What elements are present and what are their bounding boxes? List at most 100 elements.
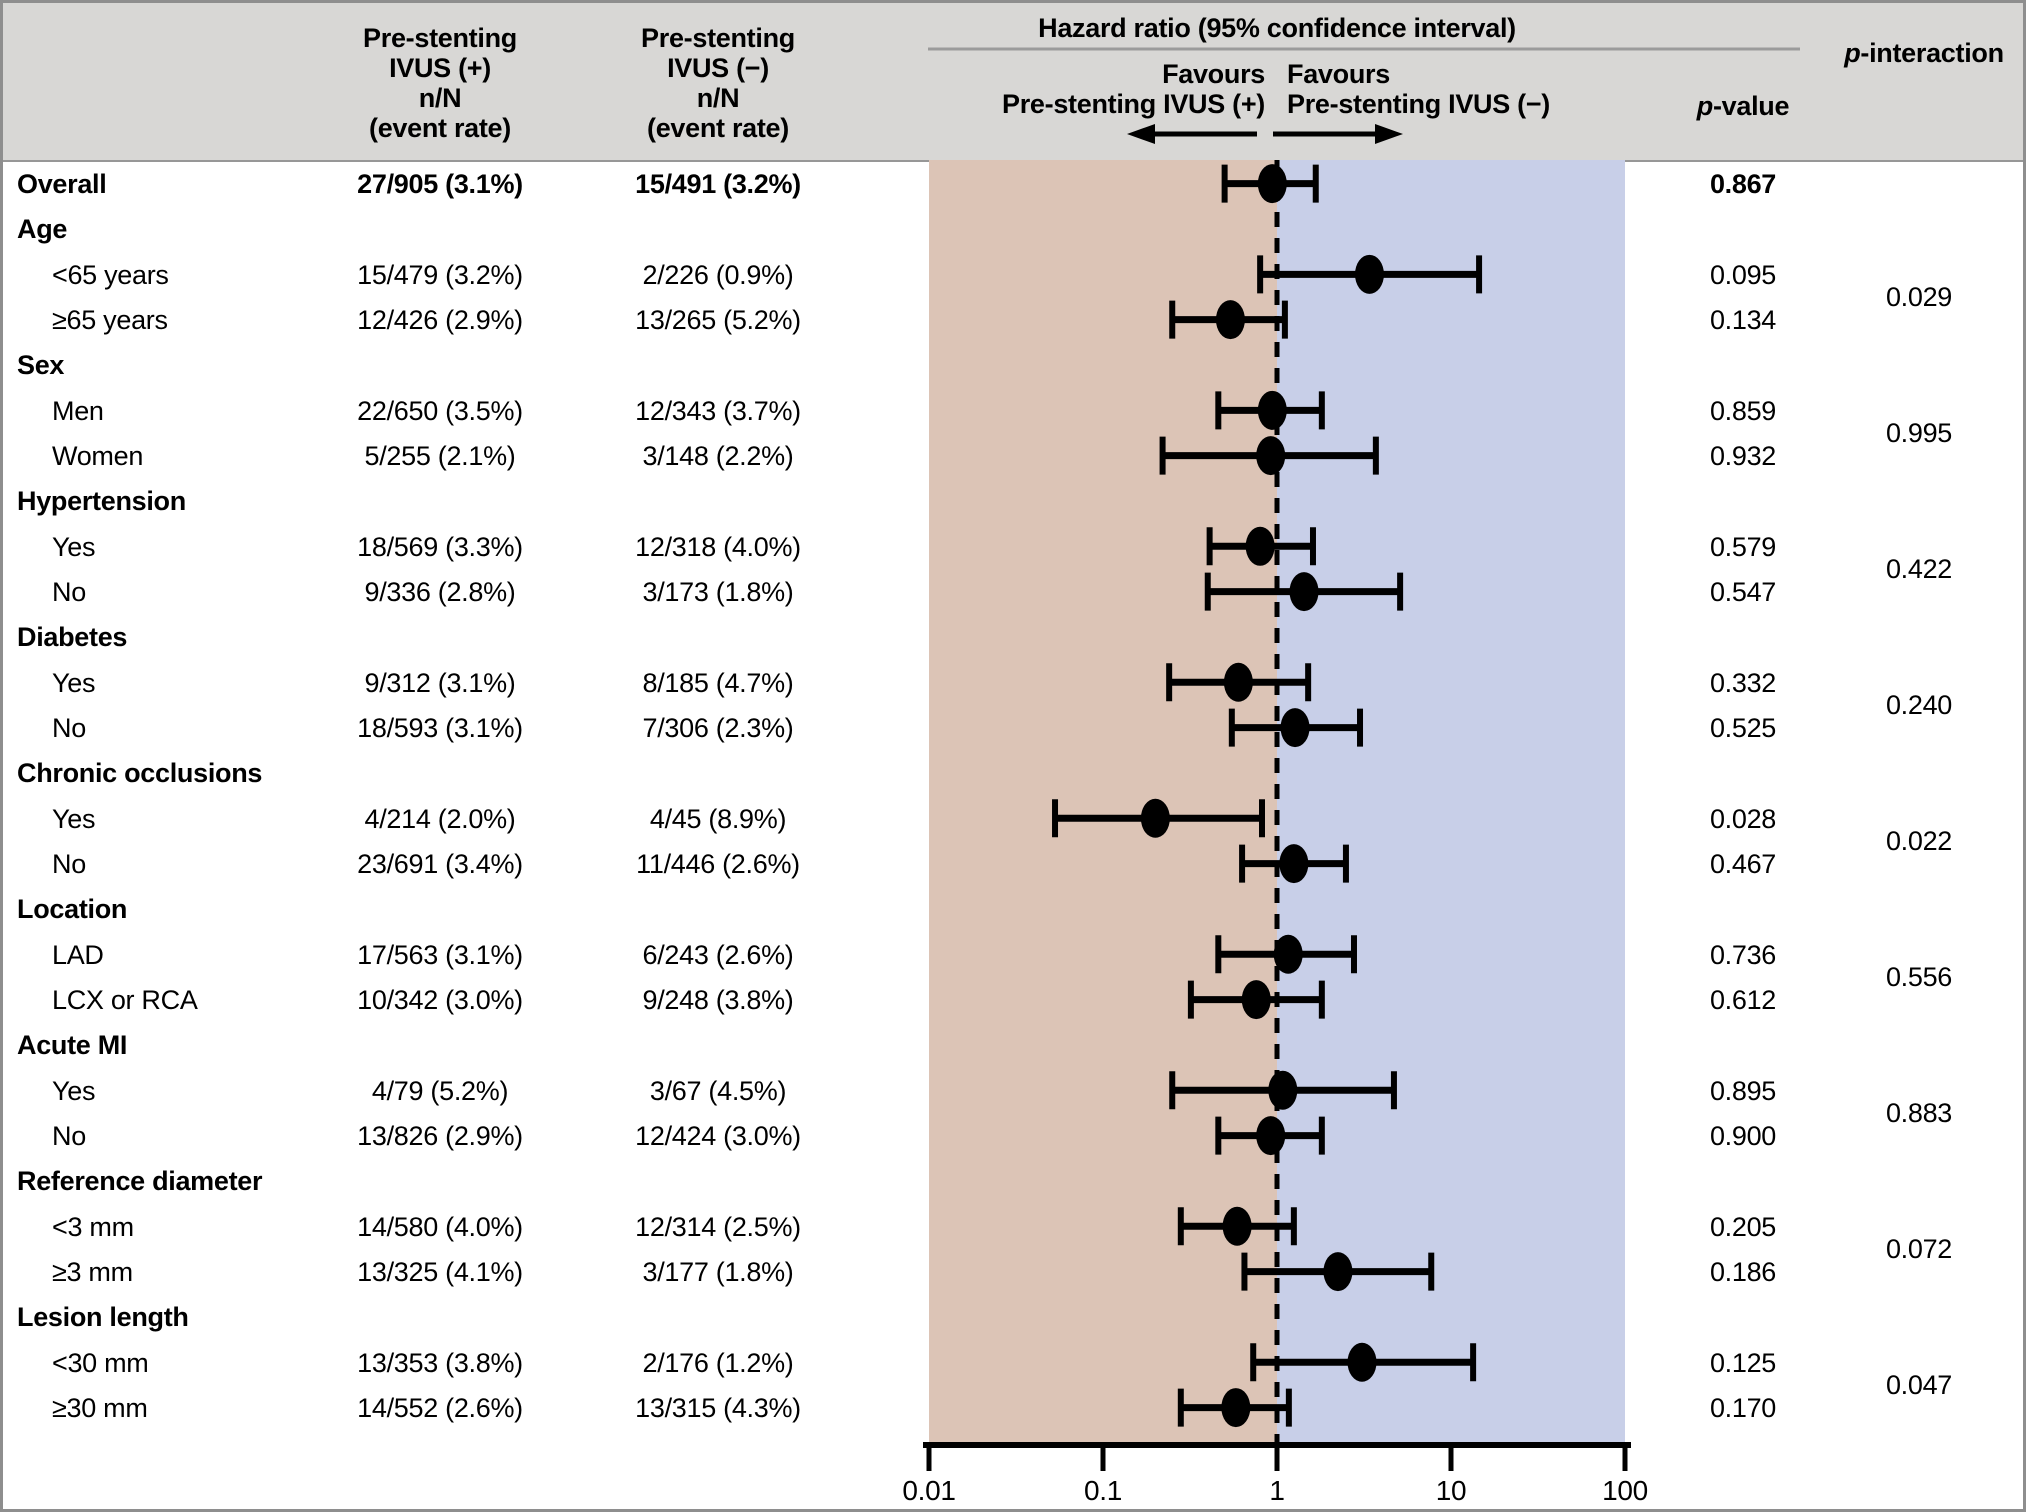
ivus-positive-value: 23/691 (3.4%): [357, 848, 523, 879]
ivus-positive-value: 13/325 (4.1%): [357, 1256, 523, 1287]
ivus-positive-value: 27/905 (3.1%): [357, 169, 523, 199]
ivus-negative-value: 3/148 (2.2%): [642, 440, 794, 471]
error-bar-yes: [1052, 798, 1266, 838]
p-value: 0.134: [1709, 304, 1777, 335]
axis-tick-label-1: 1: [1269, 1475, 1285, 1506]
ivus-negative-value: 3/67 (4.5%): [649, 1075, 787, 1106]
p-value: 0.579: [1709, 531, 1777, 562]
ivus-negative-value: 6/243 (2.6%): [642, 939, 794, 970]
p-value-column-header: p-value: [1696, 91, 1790, 121]
p-value: 0.095: [1709, 259, 1777, 290]
ivus-negative-value: 13/265 (5.2%): [635, 304, 801, 335]
ivus-positive-value: 9/312 (3.1%): [364, 667, 516, 698]
p-value: 0.900: [1709, 1120, 1777, 1151]
error-bar-no: [1228, 708, 1364, 748]
ivus-negative-value: 3/177 (1.8%): [642, 1256, 794, 1287]
error-bar-lcx-or-rca: [1187, 980, 1325, 1020]
column-header-ivus-negative: Pre-stenting IVUS (−) n/N (event rate): [641, 23, 795, 143]
p-interaction-value-location: 0.556: [1885, 961, 1953, 992]
p-interaction-value-age: 0.029: [1885, 281, 1953, 312]
row-label-no: No: [52, 576, 86, 607]
ivus-negative-value: 8/185 (4.7%): [642, 667, 794, 698]
row-label-yes: Yes: [52, 531, 96, 562]
error-bar-no: [1215, 1116, 1325, 1156]
ivus-negative-value: 11/446 (2.6%): [636, 848, 800, 879]
row-label-lesion-length: Lesion length: [17, 1302, 189, 1333]
p-interaction-value-acute-mi: 0.883: [1885, 1097, 1953, 1128]
row-label--65-years: ≥65 years: [52, 304, 168, 335]
error-bar--3-mm: [1241, 1252, 1435, 1292]
p-value: 0.547: [1709, 576, 1777, 607]
favours-left-shaded-region: [929, 160, 1277, 1445]
ivus-positive-value: 13/826 (2.9%): [357, 1120, 523, 1151]
row-label-reference-diameter: Reference diameter: [17, 1166, 263, 1197]
p-value: 0.612: [1709, 984, 1777, 1015]
row-label-age: Age: [17, 214, 68, 245]
p-interaction-value-lesion-length: 0.047: [1885, 1369, 1953, 1400]
error-bar--30-mm: [1177, 1388, 1292, 1428]
row-label-sex: Sex: [17, 350, 65, 381]
p-value: 0.125: [1709, 1347, 1777, 1378]
error-bar--30-mm: [1250, 1342, 1477, 1382]
ivus-negative-value: 7/306 (2.3%): [642, 712, 794, 743]
favours-right-arrow: [1273, 124, 1403, 144]
p-value: 0.859: [1709, 395, 1777, 426]
error-bar--65-years: [1169, 300, 1288, 340]
error-bar-yes: [1169, 1070, 1397, 1110]
row-label-lad: LAD: [52, 939, 104, 970]
ivus-positive-value: 14/552 (2.6%): [357, 1392, 523, 1423]
ivus-positive-value: 10/342 (3.0%): [357, 984, 523, 1015]
error-bar--3-mm: [1177, 1206, 1297, 1246]
row-label-women: Women: [52, 440, 144, 471]
ivus-positive-value: 22/650 (3.5%): [357, 395, 523, 426]
error-bar-men: [1215, 390, 1325, 430]
favours-left-arrow: [1127, 124, 1257, 144]
row-label--3-mm: ≥3 mm: [52, 1256, 133, 1287]
row-label--30-mm: <30 mm: [52, 1347, 149, 1378]
p-interaction-value-diabetes: 0.240: [1885, 689, 1953, 720]
ivus-negative-value: 12/314 (2.5%): [635, 1211, 801, 1242]
p-value: 0.332: [1709, 667, 1777, 698]
row-label-chronic-occlusions: Chronic occlusions: [17, 758, 263, 789]
row-label-no: No: [52, 848, 86, 879]
axis-tick-label-0.01: 0.01: [902, 1475, 956, 1506]
ivus-negative-value: 2/226 (0.9%): [642, 259, 794, 290]
p-interaction-column-header: p-interaction: [1844, 38, 2004, 68]
row-label-lcx-or-rca: LCX or RCA: [52, 984, 198, 1015]
ivus-negative-value: 12/318 (4.0%): [635, 531, 801, 562]
ivus-negative-value: 15/491 (3.2%): [635, 169, 801, 199]
error-bar-women: [1159, 436, 1379, 476]
error-bar-lad: [1215, 934, 1357, 974]
row-label-acute-mi: Acute MI: [17, 1030, 128, 1061]
p-interaction-value-sex: 0.995: [1885, 417, 1953, 448]
p-value: 0.186: [1709, 1256, 1777, 1287]
error-bar-yes: [1166, 662, 1312, 702]
p-interaction-value-hypertension: 0.422: [1885, 553, 1953, 584]
p-value: 0.525: [1709, 712, 1777, 743]
p-value: 0.736: [1709, 939, 1777, 970]
favours-right-label: Favours Pre-stenting IVUS (−): [1287, 59, 1550, 119]
p-value: 0.205: [1709, 1211, 1777, 1242]
favours-left-label: Favours Pre-stenting IVUS (+): [1002, 59, 1265, 119]
forest-plot-svg: [923, 47, 1800, 1471]
row-label-diabetes: Diabetes: [17, 622, 128, 653]
hazard-ratio-title: Hazard ratio (95% confidence interval): [1038, 13, 1516, 43]
error-bar-yes: [1206, 526, 1316, 566]
ivus-negative-value: 2/176 (1.2%): [642, 1347, 794, 1378]
error-bars-layer: [1052, 164, 1483, 1428]
x-axis-ticks: [926, 1445, 1628, 1471]
ivus-positive-value: 13/353 (3.8%): [357, 1347, 523, 1378]
row-label-overall: Overall: [17, 169, 107, 199]
row-label-hypertension: Hypertension: [17, 486, 186, 517]
row-label-no: No: [52, 712, 86, 743]
ivus-positive-value: 18/569 (3.3%): [357, 531, 523, 562]
error-bar-no: [1239, 844, 1349, 884]
ivus-negative-value: 3/173 (1.8%): [642, 576, 794, 607]
ivus-negative-value: 12/424 (3.0%): [635, 1120, 801, 1151]
row-label-yes: Yes: [52, 803, 96, 834]
column-header-ivus-positive: Pre-stenting IVUS (+) n/N (event rate): [363, 23, 517, 143]
ivus-negative-value: 12/343 (3.7%): [635, 395, 801, 426]
row-label-yes: Yes: [52, 1075, 96, 1106]
p-value: 0.867: [1709, 169, 1777, 199]
